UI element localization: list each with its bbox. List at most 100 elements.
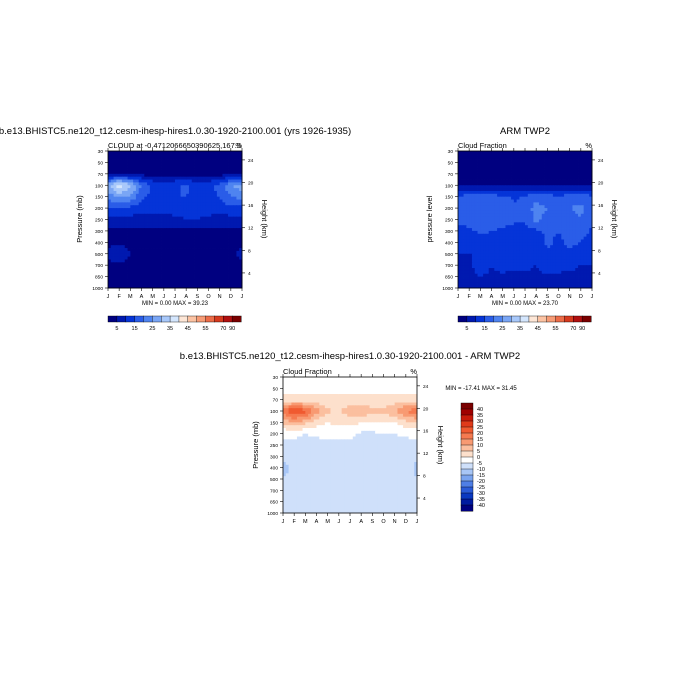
contour-cell bbox=[377, 377, 382, 381]
contour-cell bbox=[222, 165, 226, 169]
contour-cell bbox=[525, 225, 529, 229]
contour-cell bbox=[516, 182, 520, 186]
contour-cell bbox=[194, 259, 198, 263]
contour-cell bbox=[527, 242, 531, 246]
contour-cell bbox=[239, 265, 243, 269]
contour-cell bbox=[228, 276, 232, 280]
contour-cell bbox=[233, 262, 237, 266]
contour-cell bbox=[519, 242, 523, 246]
contour-cell bbox=[483, 248, 487, 252]
contour-cell bbox=[183, 279, 187, 283]
contour-cell bbox=[502, 199, 506, 203]
contour-cell bbox=[149, 196, 154, 200]
contour-cell bbox=[228, 159, 232, 163]
contour-cell bbox=[586, 182, 590, 186]
contour-cell bbox=[172, 179, 176, 183]
contour-cell bbox=[522, 185, 526, 189]
contour-cell bbox=[541, 196, 545, 200]
contour-cell bbox=[288, 379, 292, 384]
contour-cell bbox=[558, 273, 562, 277]
contour-cell bbox=[494, 208, 498, 212]
contour-cell bbox=[497, 173, 501, 178]
contour-cell bbox=[149, 170, 154, 175]
contour-cell bbox=[530, 250, 534, 255]
contour-cell bbox=[488, 276, 492, 280]
contour-cell bbox=[474, 185, 478, 189]
contour-cell bbox=[197, 199, 201, 203]
contour-cell bbox=[511, 170, 515, 175]
contour-cell bbox=[474, 153, 478, 158]
colorbar-label: 45 bbox=[185, 326, 191, 332]
contour-cell bbox=[525, 276, 529, 280]
contour-cell bbox=[188, 230, 193, 235]
contour-cell bbox=[202, 256, 207, 260]
contour-cell bbox=[113, 165, 117, 169]
contour-cell bbox=[219, 165, 223, 169]
contour-cell bbox=[144, 228, 148, 232]
y-tick-label: 200 bbox=[95, 206, 103, 212]
contour-cell bbox=[124, 265, 128, 269]
contour-cell bbox=[202, 216, 207, 220]
contour-cell bbox=[230, 196, 235, 200]
contour-cell bbox=[135, 190, 140, 195]
contour-cell bbox=[133, 216, 137, 220]
contour-cell bbox=[466, 273, 470, 277]
contour-cell bbox=[194, 176, 198, 180]
contour-cell bbox=[583, 219, 587, 223]
contour-cell bbox=[533, 199, 537, 203]
contour-cell bbox=[239, 242, 243, 246]
contour-cell bbox=[152, 233, 156, 238]
contour-cell bbox=[110, 222, 114, 226]
contour-cell bbox=[316, 379, 320, 384]
contour-cell bbox=[480, 276, 484, 280]
contour-cell bbox=[477, 199, 481, 203]
panel1-ylabel: Pressure (mb) bbox=[75, 195, 84, 243]
contour-cell bbox=[536, 185, 540, 189]
contour-cell bbox=[222, 156, 226, 160]
contour-cell bbox=[466, 170, 470, 175]
contour-cell bbox=[589, 185, 593, 189]
contour-cell bbox=[313, 377, 317, 381]
contour-cell bbox=[194, 188, 198, 192]
contour-cell bbox=[138, 202, 142, 206]
contour-cell bbox=[127, 222, 131, 226]
contour-cell bbox=[580, 199, 585, 203]
contour-cell bbox=[135, 253, 140, 257]
contour-cell bbox=[197, 162, 201, 166]
contour-cell bbox=[369, 382, 373, 386]
contour-cell bbox=[121, 182, 126, 186]
contour-cell bbox=[505, 222, 509, 226]
contour-cell bbox=[239, 196, 243, 200]
contour-cell bbox=[175, 236, 179, 240]
contour-cell bbox=[183, 248, 187, 252]
contour-cell bbox=[188, 219, 193, 223]
contour-cell bbox=[564, 256, 568, 260]
contour-cell bbox=[527, 196, 531, 200]
contour-cell bbox=[564, 273, 568, 277]
contour-cell bbox=[200, 228, 204, 232]
x-tick-label: F bbox=[117, 294, 121, 300]
contour-cell bbox=[130, 230, 134, 235]
contour-cell bbox=[116, 205, 120, 209]
contour-cell bbox=[163, 196, 168, 200]
contour-cell bbox=[544, 168, 548, 172]
contour-cell bbox=[494, 256, 498, 260]
contour-cell bbox=[575, 165, 579, 169]
contour-cell bbox=[135, 233, 140, 238]
contour-cell bbox=[519, 170, 523, 175]
contour-cell bbox=[474, 162, 478, 166]
contour-cell bbox=[505, 202, 509, 206]
contour-cell bbox=[458, 233, 462, 238]
contour-cell bbox=[513, 162, 518, 166]
contour-cell bbox=[483, 222, 487, 226]
contour-cell bbox=[219, 162, 223, 166]
contour-cell bbox=[525, 210, 529, 215]
contour-cell bbox=[172, 245, 176, 249]
contour-cell bbox=[533, 205, 537, 209]
contour-cell bbox=[525, 219, 529, 223]
contour-cell bbox=[536, 279, 540, 283]
contour-cell bbox=[133, 259, 137, 263]
contour-cell bbox=[564, 245, 568, 249]
contour-cell bbox=[477, 233, 481, 238]
contour-cell bbox=[544, 199, 548, 203]
